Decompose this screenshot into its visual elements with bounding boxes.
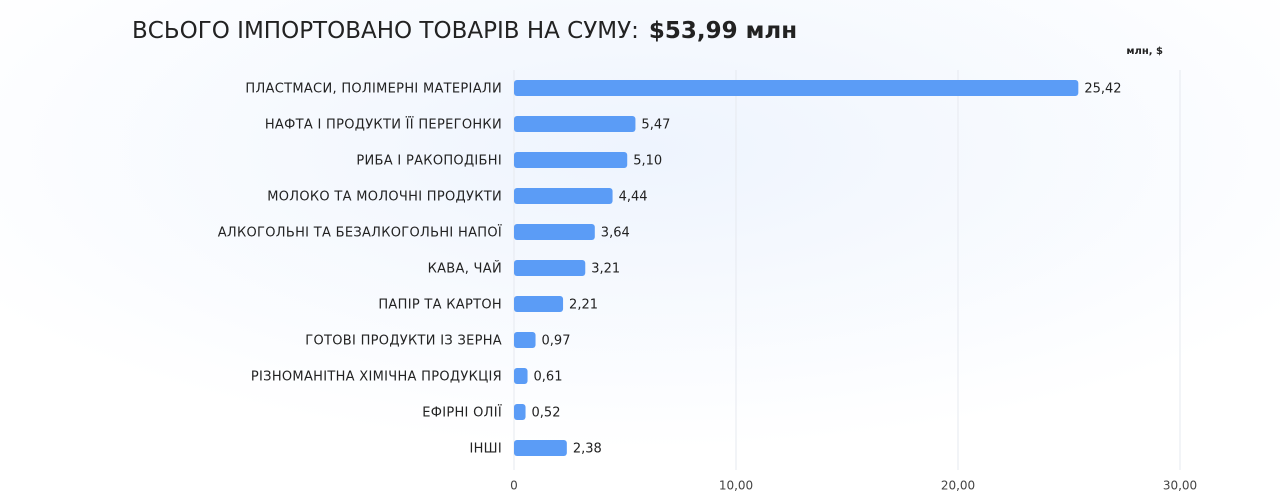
y-tick-label: ЕФІРНІ ОЛІЇ xyxy=(422,405,502,421)
x-tick-label: 30,00 xyxy=(1163,479,1197,493)
y-tick-label: ІНШІ xyxy=(469,442,502,457)
bar xyxy=(514,224,595,240)
value-label: 2,38 xyxy=(573,442,602,457)
value-label: 0,97 xyxy=(542,334,571,349)
bar xyxy=(514,368,528,384)
y-tick-label: АЛКОГОЛЬНІ ТА БЕЗАЛКОГОЛЬНІ НАПОЇ xyxy=(218,225,502,241)
bar xyxy=(514,404,526,420)
x-tick-label: 0 xyxy=(510,479,518,493)
value-label: 4,44 xyxy=(619,190,648,205)
value-label: 3,21 xyxy=(591,262,620,277)
value-label: 2,21 xyxy=(569,298,598,313)
bar xyxy=(514,332,536,348)
value-label: 5,10 xyxy=(633,154,662,169)
y-tick-label: ПАПІР ТА КАРТОН xyxy=(378,298,502,313)
value-label: 0,61 xyxy=(534,370,563,385)
value-label: 0,52 xyxy=(532,406,561,421)
bar xyxy=(514,188,613,204)
bar xyxy=(514,80,1079,96)
value-label: 25,42 xyxy=(1084,82,1121,97)
x-tick-label: 20,00 xyxy=(941,479,975,493)
value-label: 5,47 xyxy=(641,118,670,133)
value-label: 3,64 xyxy=(601,226,630,241)
bar xyxy=(514,152,628,168)
bar xyxy=(514,116,636,132)
title-value: $53,99 млн xyxy=(649,18,797,44)
y-tick-label: НАФТА І ПРОДУКТИ ЇЇ ПЕРЕГОНКИ xyxy=(265,117,502,133)
bar xyxy=(514,260,586,276)
chart-title: ВСЬОГО ІМПОРТОВАНО ТОВАРІВ НА СУМУ: $53,9… xyxy=(132,18,797,44)
y-tick-label: КАВА, ЧАЙ xyxy=(428,261,502,277)
y-tick-label: РИБА І РАКОПОДІБНІ xyxy=(356,154,502,169)
y-tick-label: ПЛАСТМАСИ, ПОЛІМЕРНІ МАТЕРІАЛИ xyxy=(245,82,502,97)
y-tick-label: МОЛОКО ТА МОЛОЧНІ ПРОДУКТИ xyxy=(267,190,502,205)
unit-label: млн, $ xyxy=(1126,46,1163,57)
y-tick-label: РІЗНОМАНІТНА ХІМІЧНА ПРОДУКЦІЯ xyxy=(251,370,502,385)
y-tick-label: ГОТОВІ ПРОДУКТИ ІЗ ЗЕРНА xyxy=(305,334,502,349)
title-text: ВСЬОГО ІМПОРТОВАНО ТОВАРІВ НА СУМУ: xyxy=(132,18,639,44)
x-tick-label: 10,00 xyxy=(719,479,753,493)
bar xyxy=(514,440,567,456)
bar xyxy=(514,296,564,312)
